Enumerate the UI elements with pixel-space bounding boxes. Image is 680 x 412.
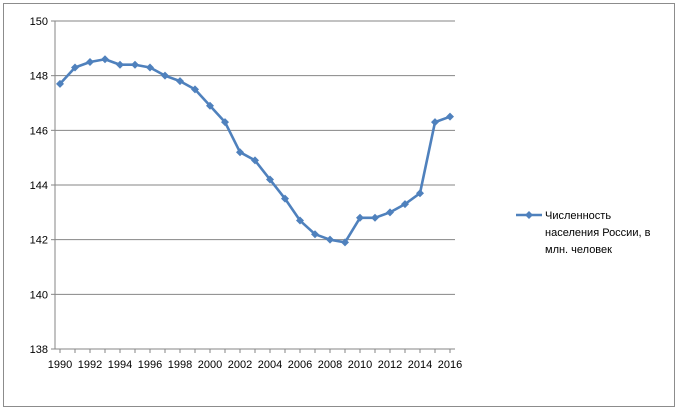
x-tick-label: 2008 <box>318 359 342 371</box>
x-tick-label: 2014 <box>408 359 432 371</box>
data-point <box>326 235 334 244</box>
data-point <box>251 156 259 165</box>
x-tick-label: 2006 <box>288 359 312 371</box>
data-point <box>341 238 349 247</box>
data-point <box>161 71 169 80</box>
data-point <box>221 118 229 127</box>
data-point <box>446 112 454 121</box>
data-point <box>356 213 364 222</box>
series-layer <box>56 55 454 247</box>
series-line <box>59 57 451 244</box>
x-tick-label: 2016 <box>438 359 462 371</box>
y-tick-label: 140 <box>30 289 48 301</box>
data-point <box>146 63 154 72</box>
x-tick-label: 1998 <box>168 359 192 371</box>
data-point <box>56 79 64 88</box>
data-point <box>416 189 424 198</box>
data-point <box>371 213 379 222</box>
x-tick-label: 1994 <box>108 359 132 371</box>
legend-label: Численность населения России, в млн. челов… <box>545 210 651 256</box>
x-tick-label: 1992 <box>78 359 102 371</box>
data-point <box>206 101 214 110</box>
chart-frame <box>3 3 675 407</box>
x-tick-label: 2010 <box>348 359 372 371</box>
data-point <box>236 148 244 157</box>
data-point <box>176 77 184 86</box>
gridlines <box>55 20 455 295</box>
data-point <box>311 230 319 239</box>
data-point <box>191 85 199 94</box>
x-tick-label: 2004 <box>258 359 282 371</box>
legend: Численность населения России, в млн. челов… <box>516 210 651 256</box>
data-point <box>131 60 139 69</box>
data-point <box>386 208 394 217</box>
data-point <box>431 118 439 127</box>
y-tick-label: 138 <box>30 344 48 356</box>
data-point <box>281 194 289 203</box>
x-axis-ticks: 1990 1992 1994 1996 1998 2000 2002 2004 2006 2008… <box>48 349 462 371</box>
y-tick-label: 150 <box>30 16 48 28</box>
legend-marker <box>525 211 533 219</box>
y-tick-label: 146 <box>30 125 48 137</box>
x-tick-label: 2012 <box>378 359 402 371</box>
y-tick-label: 148 <box>30 71 48 83</box>
x-tick-label: 1990 <box>48 359 72 371</box>
x-tick-label: 2002 <box>228 359 252 371</box>
data-point <box>116 60 124 69</box>
data-point <box>86 58 94 66</box>
x-tick-label: 2000 <box>198 359 222 371</box>
data-point <box>101 55 109 64</box>
data-point <box>71 63 79 72</box>
y-tick-label: 144 <box>30 180 48 192</box>
data-point <box>401 200 409 209</box>
y-tick-label: 142 <box>30 235 48 247</box>
data-point <box>266 175 274 184</box>
data-point <box>296 216 304 225</box>
x-tick-label: 1996 <box>138 359 162 371</box>
y-axis-ticks: 138 140 142 144 146 148 150 <box>30 16 55 356</box>
